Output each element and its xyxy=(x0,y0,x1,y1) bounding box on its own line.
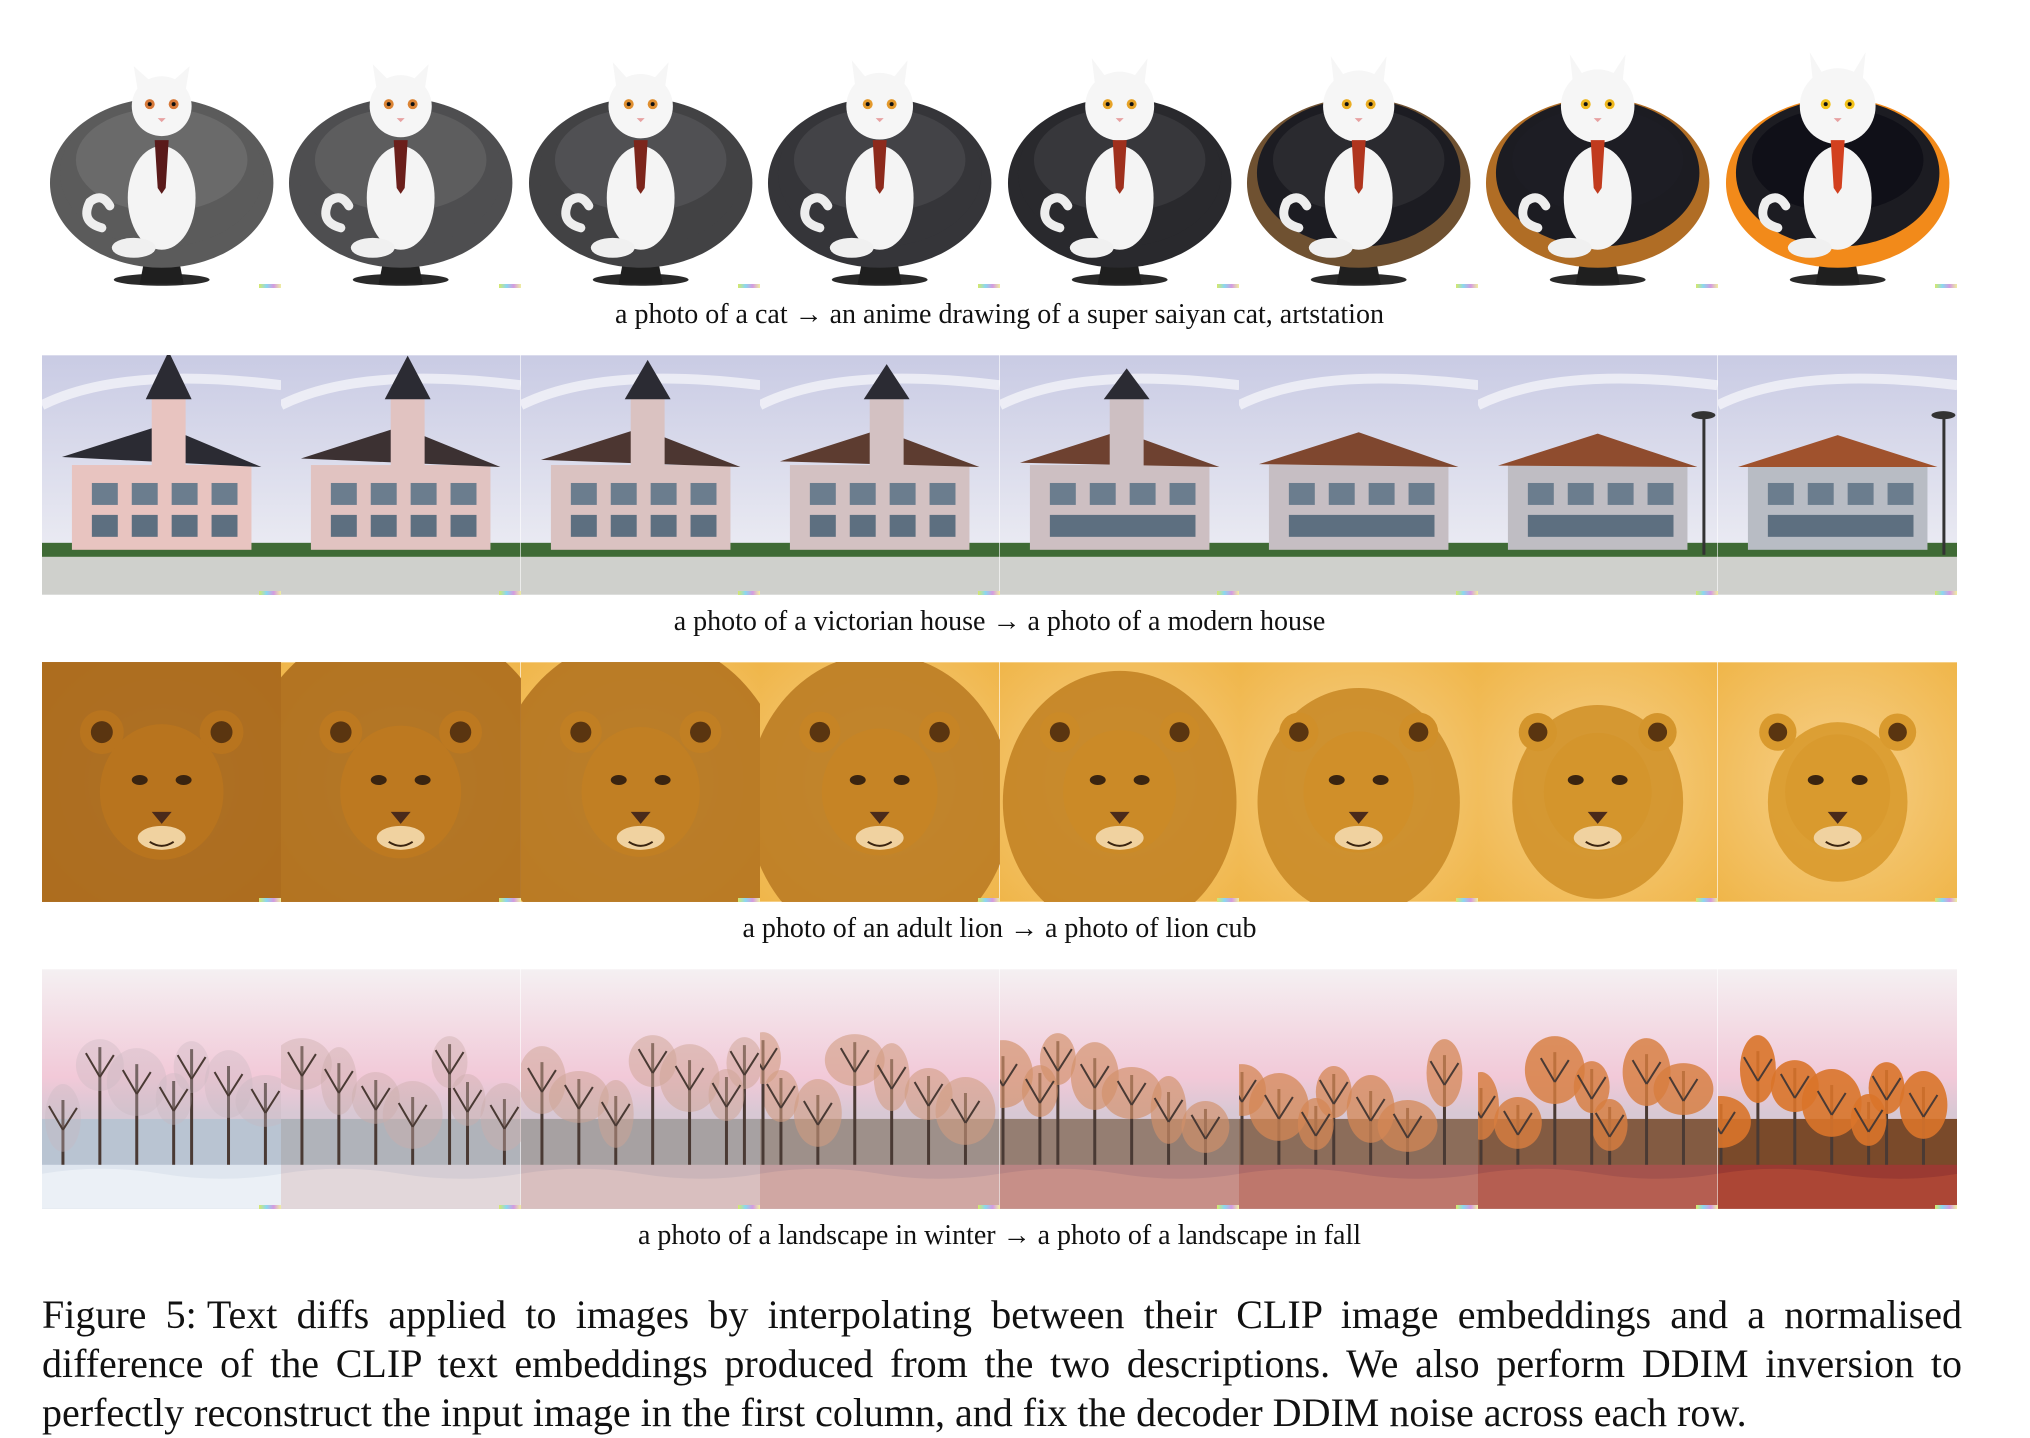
row-cat: a photo of a cat → an anime drawing of a… xyxy=(42,48,1957,355)
noise-marker xyxy=(499,898,521,902)
noise-marker xyxy=(1696,898,1718,902)
image-strip-cat xyxy=(42,48,1957,288)
landscape-frame-6 xyxy=(1239,969,1478,1209)
cat-frame-7 xyxy=(1478,48,1717,288)
noise-marker xyxy=(1456,284,1478,288)
lion-frame-1 xyxy=(42,662,281,902)
landscape-frame-2 xyxy=(281,969,520,1209)
noise-marker xyxy=(499,1205,521,1209)
noise-marker xyxy=(1935,1205,1957,1209)
lion-frame-7 xyxy=(1478,662,1717,902)
noise-marker xyxy=(1217,898,1239,902)
noise-marker xyxy=(499,591,521,595)
cat-frame-6 xyxy=(1239,48,1478,288)
landscape-frame-4 xyxy=(760,969,999,1209)
noise-marker xyxy=(1456,591,1478,595)
row-caption: a photo of an adult lion → a photo of li… xyxy=(42,912,1957,946)
noise-marker xyxy=(738,284,760,288)
noise-marker xyxy=(1696,284,1718,288)
noise-marker xyxy=(1456,898,1478,902)
noise-marker xyxy=(1935,898,1957,902)
noise-marker xyxy=(1217,1205,1239,1209)
house-frame-1 xyxy=(42,355,281,595)
cat-frame-1 xyxy=(42,48,281,288)
house-frame-2 xyxy=(281,355,520,595)
landscape-frame-3 xyxy=(521,969,760,1209)
landscape-frame-7 xyxy=(1478,969,1717,1209)
noise-marker xyxy=(1696,1205,1718,1209)
figure-caption: Figure 5: Text diffs applied to images by… xyxy=(42,1290,1962,1437)
house-frame-5 xyxy=(1000,355,1239,595)
noise-marker xyxy=(978,898,1000,902)
landscape-frame-5 xyxy=(1000,969,1239,1209)
noise-marker xyxy=(259,1205,281,1209)
landscape-frame-8 xyxy=(1718,969,1957,1209)
noise-marker xyxy=(738,898,760,902)
landscape-frame-1 xyxy=(42,969,281,1209)
image-strip-landscape xyxy=(42,969,1957,1209)
noise-marker xyxy=(738,591,760,595)
noise-marker xyxy=(1935,284,1957,288)
noise-marker xyxy=(1217,591,1239,595)
image-strip-lion xyxy=(42,662,1957,902)
cat-frame-3 xyxy=(521,48,760,288)
lion-frame-5 xyxy=(1000,662,1239,902)
image-strip-house xyxy=(42,355,1957,595)
figure-label: Figure 5: xyxy=(42,1292,197,1337)
noise-marker xyxy=(499,284,521,288)
row-lion: a photo of an adult lion → a photo of li… xyxy=(42,662,1957,969)
noise-marker xyxy=(1456,1205,1478,1209)
noise-marker xyxy=(259,898,281,902)
figure-5: a photo of a cat → an anime drawing of a… xyxy=(42,48,1957,1276)
row-caption: a photo of a landscape in winter → a pho… xyxy=(42,1219,1957,1253)
lion-frame-2 xyxy=(281,662,520,902)
noise-marker xyxy=(978,284,1000,288)
row-landscape: a photo of a landscape in winter → a pho… xyxy=(42,969,1957,1276)
house-frame-6 xyxy=(1239,355,1478,595)
lion-frame-6 xyxy=(1239,662,1478,902)
noise-marker xyxy=(1935,591,1957,595)
noise-marker xyxy=(978,1205,1000,1209)
noise-marker xyxy=(259,591,281,595)
cat-frame-5 xyxy=(1000,48,1239,288)
row-caption: a photo of a cat → an anime drawing of a… xyxy=(42,298,1957,332)
noise-marker xyxy=(978,591,1000,595)
noise-marker xyxy=(259,284,281,288)
lion-frame-8 xyxy=(1718,662,1957,902)
noise-marker xyxy=(738,1205,760,1209)
cat-frame-4 xyxy=(760,48,999,288)
house-frame-3 xyxy=(521,355,760,595)
house-frame-8 xyxy=(1718,355,1957,595)
row-caption: a photo of a victorian house → a photo o… xyxy=(42,605,1957,639)
lion-frame-4 xyxy=(760,662,999,902)
noise-marker xyxy=(1217,284,1239,288)
house-frame-4 xyxy=(760,355,999,595)
house-frame-7 xyxy=(1478,355,1717,595)
figure-caption-text: Text diffs applied to images by interpol… xyxy=(42,1292,1962,1435)
lion-frame-3 xyxy=(521,662,760,902)
cat-frame-8 xyxy=(1718,48,1957,288)
cat-frame-2 xyxy=(281,48,520,288)
row-house: a photo of a victorian house → a photo o… xyxy=(42,355,1957,662)
noise-marker xyxy=(1696,591,1718,595)
